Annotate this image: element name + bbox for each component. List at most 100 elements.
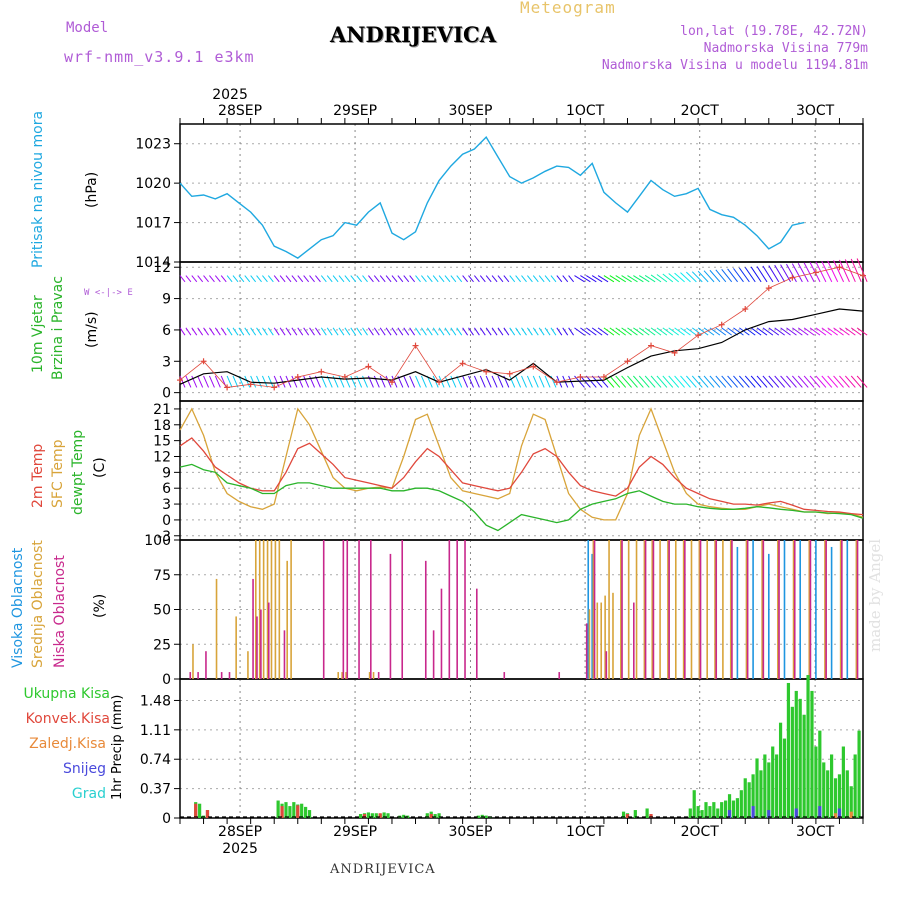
wind-barb [733,327,744,336]
y-tick-label: 3 [162,354,171,370]
wind-barb [326,275,333,283]
t2-temp-line [179,437,864,516]
wind-barb [179,327,186,336]
wind-barb [291,327,298,336]
wind-barb [609,275,621,283]
day-label-top: 2OCT [681,103,720,119]
wind-barb [609,327,621,336]
wind-barb [468,275,474,283]
wind-barb [479,327,486,336]
wind-barb [197,275,204,283]
day-label-bottom: 1OCT [566,824,605,840]
cloud-bar [783,540,786,679]
wind-barb [415,327,421,336]
cloud-bar [342,540,345,679]
wind-barb [356,275,363,283]
wind-barb [856,258,868,283]
wind-barb [397,275,404,283]
wind-barb [526,327,533,336]
precip-bar [782,738,787,818]
wind-barb [197,327,204,336]
precip-bar [829,754,834,818]
cloud-bar [235,616,237,679]
wind-barb [621,375,632,388]
precip-label-conv: Konvek.Kisa [25,711,110,727]
wind-barb [320,375,327,388]
wind-barb [744,375,756,388]
wind-barb [432,327,439,336]
precip-bar [300,803,304,818]
wind-barb [462,375,469,388]
wind-barb [774,375,786,388]
precip-bar [814,746,818,818]
wind-barb [591,275,603,283]
wind-barb [703,375,715,388]
wind-barb [450,375,457,388]
precip-bar [806,675,810,818]
wind-barb [650,375,662,388]
pressure-line [179,135,805,259]
wind-barb [279,275,286,283]
wind-barb [574,275,585,283]
wind-barb [703,270,715,283]
wind-barb [309,327,315,336]
cloud-bar [778,540,780,679]
cloud-bar [699,540,702,679]
wind-barb [550,275,557,283]
cloud-bar [621,540,623,679]
wind-barb [521,327,527,336]
cloud-bar [322,540,325,679]
wind-barb [261,375,268,388]
wind-barb [497,327,504,336]
wind-barb [303,327,310,336]
cloud-bar [558,672,561,679]
wind-barb [250,327,257,336]
wind-barb [627,275,638,283]
cloud-bar [761,540,763,679]
wind-barb [739,327,750,336]
precip-bar [688,808,692,818]
wind-barb [420,375,427,388]
precip-bar [818,730,822,818]
wind-barb [674,272,685,283]
wind-barb [538,275,545,283]
wind-barb [562,275,569,283]
wind-barb [638,375,650,388]
wind-barb [756,266,768,283]
cloud-bar [401,540,404,679]
wind-barb [415,275,421,283]
wind-barb [515,375,522,388]
cloud-bar [258,540,261,679]
panel-frame [179,123,864,263]
precip-bar [778,722,783,818]
y-tick-label: -3 [157,529,171,545]
wind-barb [827,327,838,336]
wind-barb [727,268,738,283]
wind-barb [262,275,268,283]
cloud-bar [274,540,277,679]
precip-bar [857,730,861,818]
precip-bar [837,808,842,818]
y-tick-label: 9 [162,465,171,481]
cloud-bar [674,540,677,679]
model-label: Model [66,20,109,36]
wind-barb [585,375,597,388]
wind-barb [715,327,727,336]
cloud-bar [714,540,716,679]
precip-bar [743,778,747,818]
wind-barb [544,275,551,283]
wind-barb [491,375,498,388]
meteogram-label: Meteogram [520,0,616,17]
wind-barb [409,275,416,283]
cloud-bar [228,672,231,679]
y-tick-label: 100 [144,533,171,549]
wind-barb [809,327,821,336]
wind-barb [409,375,416,388]
wind-barb [256,327,262,336]
precip-bar [767,762,771,818]
model-altitude-info: Nadmorska Visina u modelu 1194.81m [601,58,868,73]
wind-barb [338,327,345,336]
wind-barb [262,327,268,336]
wind-barb [827,260,839,283]
dewpt-line [179,463,864,532]
